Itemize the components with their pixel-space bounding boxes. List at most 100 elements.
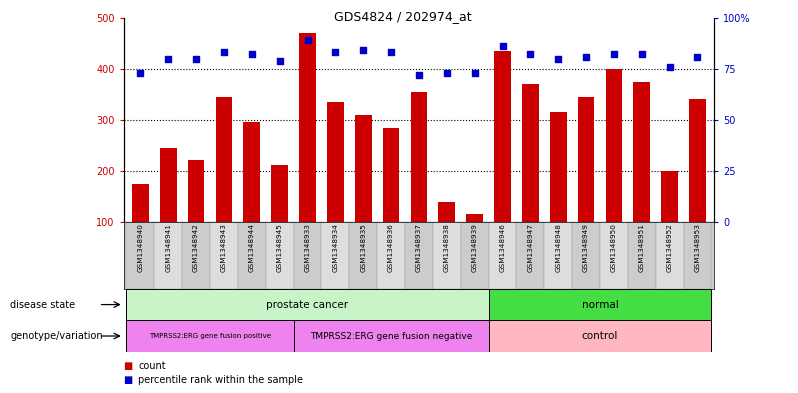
Text: GSM1348948: GSM1348948 — [555, 223, 561, 272]
Bar — [126, 320, 294, 352]
Bar — [466, 214, 483, 222]
Bar — [578, 97, 595, 222]
Text: GSM1348936: GSM1348936 — [388, 223, 394, 272]
Text: prostate cancer: prostate cancer — [267, 299, 349, 310]
Text: GSM1348935: GSM1348935 — [360, 223, 366, 272]
Point — [134, 70, 147, 76]
Text: GSM1348947: GSM1348947 — [527, 223, 533, 272]
Bar — [572, 222, 600, 289]
Text: percentile rank within the sample: percentile rank within the sample — [138, 375, 303, 385]
Bar — [600, 222, 628, 289]
Bar — [160, 148, 176, 222]
Text: GSM1348945: GSM1348945 — [277, 223, 282, 272]
Point — [440, 70, 453, 76]
Text: TMPRSS2:ERG gene fusion negative: TMPRSS2:ERG gene fusion negative — [310, 332, 472, 340]
Point — [635, 51, 648, 58]
Bar — [238, 222, 266, 289]
Bar — [656, 222, 684, 289]
Bar — [689, 99, 706, 222]
Text: TMPRSS2:ERG gene fusion positive: TMPRSS2:ERG gene fusion positive — [149, 333, 271, 339]
Bar — [210, 222, 238, 289]
Point — [218, 49, 231, 55]
Bar — [322, 222, 350, 289]
Bar — [438, 202, 455, 222]
Text: GSM1348938: GSM1348938 — [444, 223, 450, 272]
Bar — [350, 222, 377, 289]
Bar — [327, 102, 344, 222]
Point — [301, 37, 314, 43]
Bar — [126, 222, 154, 289]
Text: GSM1348951: GSM1348951 — [638, 223, 645, 272]
Bar — [355, 115, 372, 222]
Point — [579, 53, 592, 60]
Bar — [494, 51, 511, 222]
Point — [385, 49, 397, 55]
Point — [246, 51, 259, 58]
Bar — [271, 165, 288, 222]
Text: GSM1348953: GSM1348953 — [694, 223, 701, 272]
Bar — [522, 84, 539, 222]
Text: ■: ■ — [124, 375, 136, 385]
Bar — [606, 69, 622, 222]
Point — [162, 55, 175, 62]
Bar — [550, 112, 567, 222]
Point — [357, 47, 369, 53]
Bar — [634, 81, 650, 222]
Bar — [377, 222, 405, 289]
Bar — [383, 127, 400, 222]
Text: GSM1348950: GSM1348950 — [611, 223, 617, 272]
Bar — [433, 222, 460, 289]
Text: GSM1348933: GSM1348933 — [305, 223, 310, 272]
Text: GSM1348941: GSM1348941 — [165, 223, 172, 272]
Text: GSM1348934: GSM1348934 — [333, 223, 338, 272]
Point — [329, 49, 342, 55]
Bar — [544, 222, 572, 289]
Text: GSM1348949: GSM1348949 — [583, 223, 589, 272]
Bar — [488, 289, 712, 320]
Text: normal: normal — [582, 299, 618, 310]
Bar — [182, 222, 210, 289]
Point — [524, 51, 537, 58]
Text: GSM1348952: GSM1348952 — [666, 223, 673, 272]
Text: genotype/variation: genotype/variation — [10, 331, 103, 341]
Point — [468, 70, 481, 76]
Bar — [126, 289, 488, 320]
Bar — [460, 222, 488, 289]
Bar — [294, 320, 488, 352]
Bar — [154, 222, 182, 289]
Bar — [628, 222, 656, 289]
Text: GSM1348946: GSM1348946 — [500, 223, 505, 272]
Point — [607, 51, 620, 58]
Text: GSM1348944: GSM1348944 — [249, 223, 255, 272]
Bar — [488, 320, 712, 352]
Bar — [188, 160, 204, 222]
Text: disease state: disease state — [10, 299, 76, 310]
Text: ■: ■ — [124, 361, 136, 371]
Bar — [516, 222, 544, 289]
Bar — [405, 222, 433, 289]
Text: control: control — [582, 331, 618, 341]
Point — [691, 53, 704, 60]
Point — [273, 57, 286, 64]
Bar — [684, 222, 712, 289]
Point — [663, 64, 676, 70]
Bar — [294, 222, 322, 289]
Bar — [132, 184, 148, 222]
Text: GSM1348943: GSM1348943 — [221, 223, 227, 272]
Bar — [411, 92, 427, 222]
Bar — [662, 171, 678, 222]
Text: count: count — [138, 361, 166, 371]
Text: GSM1348939: GSM1348939 — [472, 223, 478, 272]
Text: GSM1348940: GSM1348940 — [137, 223, 144, 272]
Point — [190, 55, 203, 62]
Text: GSM1348937: GSM1348937 — [416, 223, 422, 272]
Bar — [215, 97, 232, 222]
Bar — [299, 33, 316, 222]
Point — [552, 55, 565, 62]
Bar — [266, 222, 294, 289]
Point — [496, 43, 509, 50]
Text: GSM1348942: GSM1348942 — [193, 223, 200, 272]
Bar — [488, 222, 516, 289]
Text: GDS4824 / 202974_at: GDS4824 / 202974_at — [334, 10, 472, 23]
Bar — [243, 122, 260, 222]
